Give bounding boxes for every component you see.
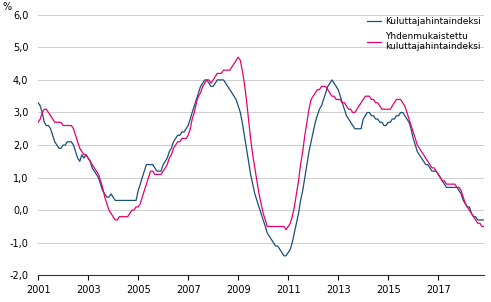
Legend: Kuluttajahintaindeksi, Yhdenmukaistettu
kuluttajahintaindeksi: Kuluttajahintaindeksi, Yhdenmukaistettu … bbox=[367, 18, 481, 51]
Y-axis label: %: % bbox=[2, 2, 11, 12]
Line: Yhdenmukaistettu
kuluttajahintaindeksi: Yhdenmukaistettu kuluttajahintaindeksi bbox=[38, 57, 491, 233]
Line: Kuluttajahintaindeksi: Kuluttajahintaindeksi bbox=[38, 80, 491, 256]
